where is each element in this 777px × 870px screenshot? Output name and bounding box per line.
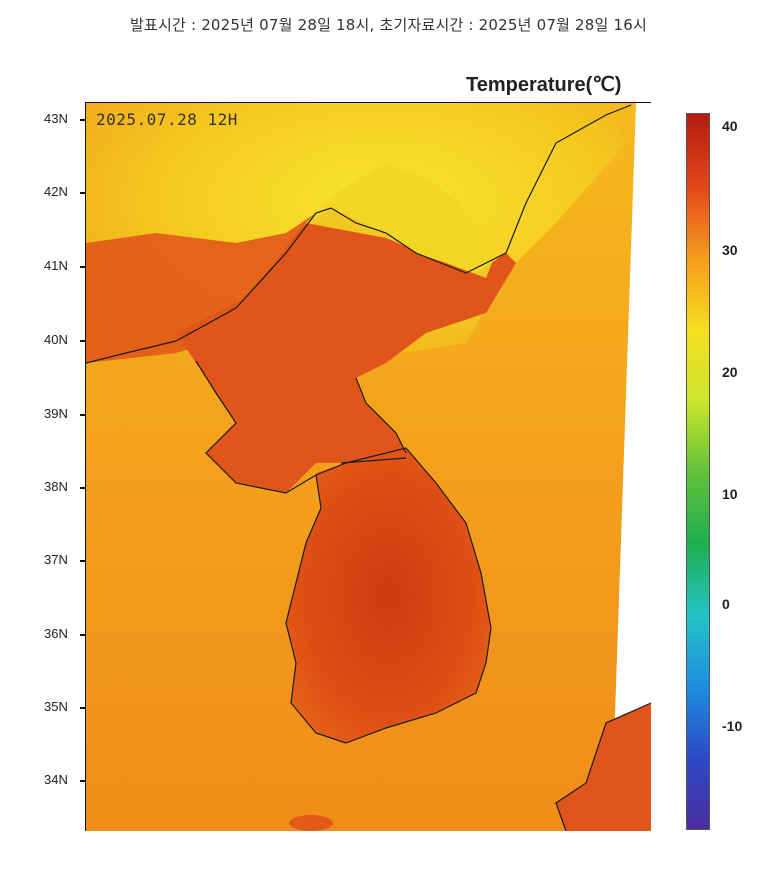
jeju-island [289, 815, 333, 831]
north-korea-land [176, 208, 516, 493]
south-korea-land [286, 448, 491, 743]
lat-label-36n: 36N [44, 626, 68, 641]
coastline-layer [86, 104, 651, 831]
temperature-colorbar [686, 113, 710, 830]
china-land-west [86, 213, 316, 363]
lat-tick [80, 119, 86, 121]
lat-tick [80, 634, 86, 636]
lat-tick [80, 192, 86, 194]
lat-tick [80, 707, 86, 709]
colorbar-label-30: 30 [722, 242, 738, 258]
legend-title: Temperature(℃) [466, 74, 622, 96]
lat-tick [80, 487, 86, 489]
temperature-map [85, 102, 651, 831]
colorbar-label-40: 40 [722, 118, 738, 134]
lat-tick [80, 340, 86, 342]
lat-label-39n: 39N [44, 406, 68, 421]
lat-label-41n: 41N [44, 258, 68, 273]
japan-land [556, 703, 651, 831]
colorbar-label-10: 10 [722, 486, 738, 502]
lat-label-35n: 35N [44, 699, 68, 714]
highland-cool [306, 163, 496, 278]
lat-label-40n: 40N [44, 332, 68, 347]
lat-label-43n: 43N [44, 111, 68, 126]
map-timestamp: 2025.07.28 12H [96, 110, 238, 129]
lat-label-34n: 34N [44, 772, 68, 787]
colorbar-label-minus10: -10 [722, 718, 743, 734]
no-data-area [611, 103, 651, 831]
lat-tick [80, 780, 86, 782]
lat-tick [80, 414, 86, 416]
issue-time-header: 발표시간 : 2025년 07월 28일 18시, 초기자료시간 : 2025년… [130, 16, 647, 34]
lat-label-38n: 38N [44, 479, 68, 494]
lat-label-42n: 42N [44, 184, 68, 199]
map-svg [86, 103, 651, 831]
colorbar-label-0: 0 [722, 596, 730, 612]
lat-label-37n: 37N [44, 552, 68, 567]
lat-tick [80, 266, 86, 268]
colorbar-label-20: 20 [722, 364, 738, 380]
lat-tick [80, 560, 86, 562]
